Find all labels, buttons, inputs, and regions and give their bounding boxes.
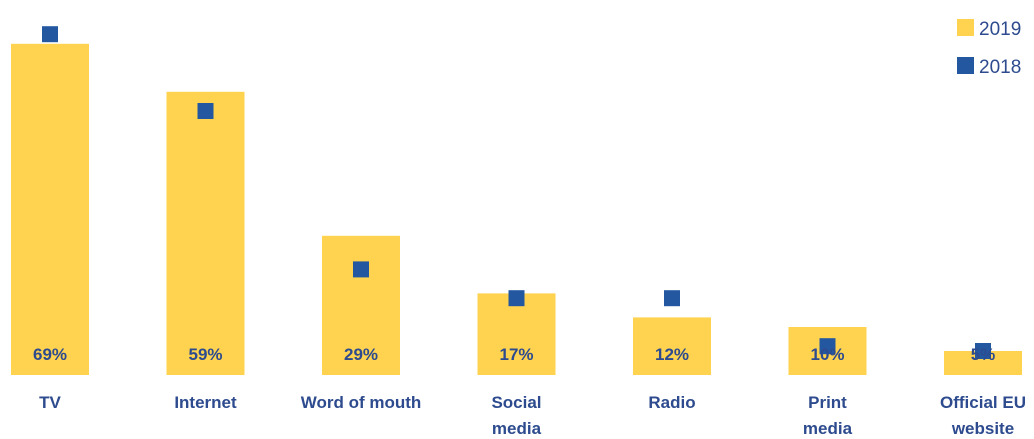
category-label-tv: TV (39, 393, 61, 412)
legend-swatch-2019 (957, 19, 974, 36)
marker-2018-social-media (508, 290, 525, 307)
legend-label-2019: 2019 (979, 19, 1021, 40)
bar-radio (633, 317, 711, 375)
bars-2019 (11, 43, 1022, 376)
marker-2018-internet (197, 103, 214, 119)
category-label-internet: Internet (174, 393, 237, 412)
markers-2018 (42, 26, 991, 359)
marker-2018-word-of-mouth (353, 261, 369, 278)
legend: 2019 2018 (957, 19, 1021, 78)
marker-2018-print-media (819, 338, 836, 355)
category-label-official-eu-website: Official EU website (940, 393, 1026, 438)
legend-swatch-2018 (957, 57, 974, 74)
marker-2018-official-eu-website (975, 343, 991, 359)
data-label-social-media: 17% (499, 345, 533, 364)
category-label-word-of-mouth: Word of mouth (301, 393, 422, 412)
data-label-word-of-mouth: 29% (344, 345, 378, 364)
category-label-radio: Radio (648, 393, 695, 412)
category-label-print-media: Print media (803, 393, 853, 438)
data-label-internet: 59% (188, 345, 222, 364)
category-labels: TV Internet Word of mouth Social media Radio P… (39, 393, 1026, 438)
data-label-print-media: 10% (810, 345, 844, 364)
data-label-tv: 69% (33, 345, 67, 364)
data-labels: 69% 59% 29% 17% 12% 10% 5% (33, 345, 995, 364)
category-label-social-media: Social media (491, 393, 541, 438)
data-label-radio: 12% (655, 345, 689, 364)
bar-tv (11, 43, 89, 376)
marker-2018-radio (664, 290, 680, 307)
bar-word-of-mouth (322, 235, 400, 375)
legend-label-2018: 2018 (979, 57, 1021, 78)
data-label-official-eu-website: 5% (971, 345, 996, 364)
bar-internet (166, 91, 245, 376)
bar-social-media (477, 293, 556, 375)
marker-2018-tv (42, 26, 58, 43)
